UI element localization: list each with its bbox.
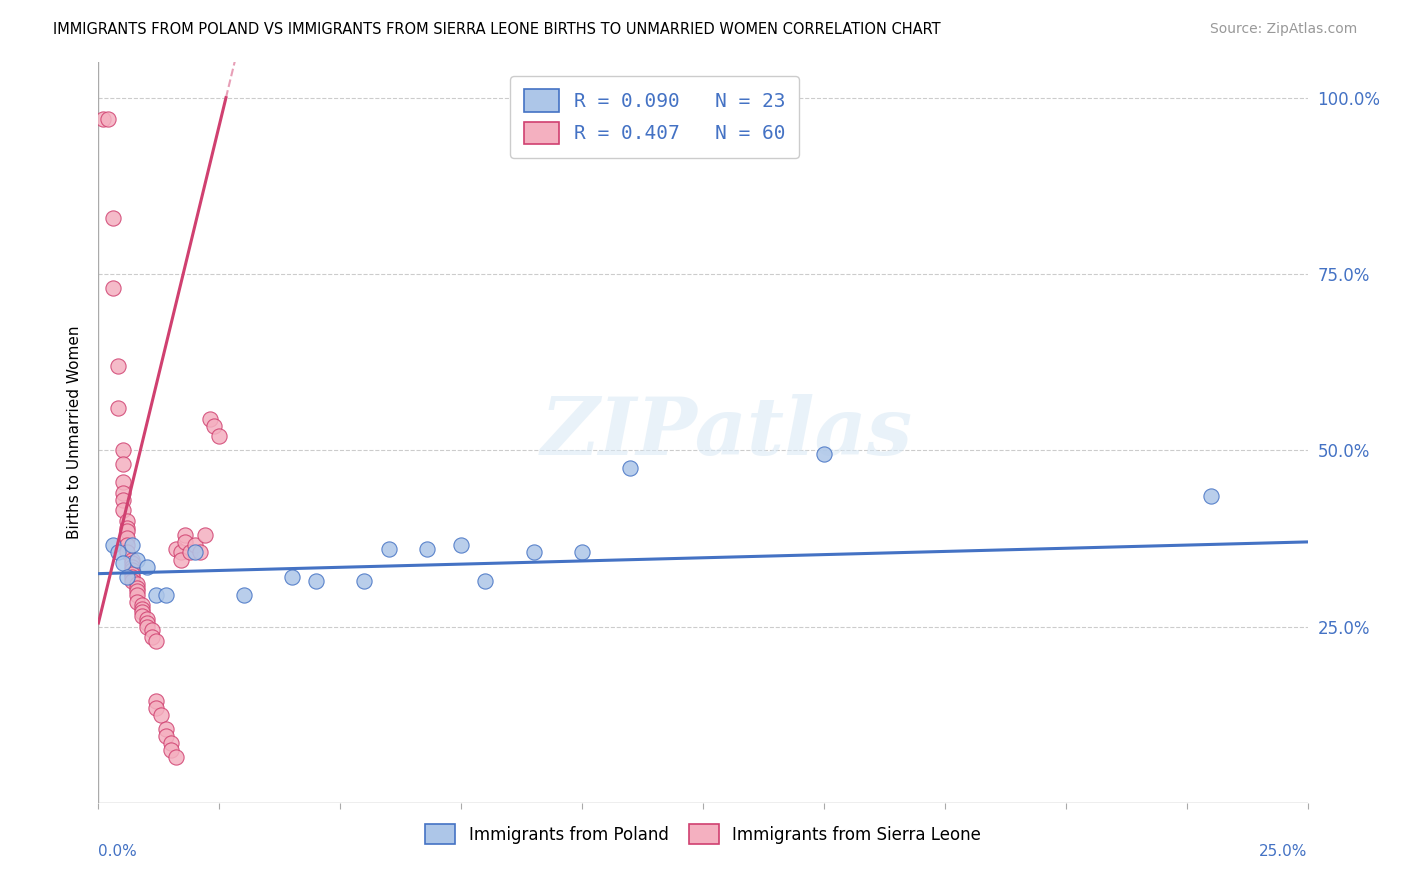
Point xyxy=(101,538,124,552)
Point xyxy=(131,609,153,624)
Point xyxy=(117,514,139,528)
Point xyxy=(121,570,143,584)
Point xyxy=(117,532,139,546)
Point xyxy=(121,563,143,577)
Point xyxy=(111,492,134,507)
Point xyxy=(155,729,177,743)
Point xyxy=(179,545,201,559)
Point xyxy=(111,556,134,570)
Point xyxy=(117,570,139,584)
Text: ZIPatlas: ZIPatlas xyxy=(541,394,914,471)
Point xyxy=(145,700,167,714)
Point xyxy=(208,429,231,443)
Point xyxy=(121,574,143,588)
Point xyxy=(523,545,546,559)
Point xyxy=(188,545,211,559)
Point xyxy=(194,528,217,542)
Point xyxy=(107,545,129,559)
Point xyxy=(111,458,134,472)
Point xyxy=(813,447,835,461)
Point xyxy=(111,485,134,500)
Point xyxy=(169,545,191,559)
Point xyxy=(127,595,149,609)
Point xyxy=(121,552,143,566)
Point xyxy=(117,538,139,552)
Point xyxy=(127,577,149,591)
Point xyxy=(127,552,149,566)
Point xyxy=(97,112,120,126)
Y-axis label: Births to Unmarried Women: Births to Unmarried Women xyxy=(67,326,83,540)
Point xyxy=(174,535,197,549)
Point xyxy=(155,722,177,736)
Point xyxy=(131,606,153,620)
Point xyxy=(101,211,124,225)
Point xyxy=(198,411,221,425)
Point xyxy=(155,588,177,602)
Point xyxy=(160,736,183,750)
Point xyxy=(160,743,183,757)
Point xyxy=(135,612,157,626)
Point xyxy=(111,475,134,489)
Point xyxy=(150,707,173,722)
Point xyxy=(353,574,375,588)
Point xyxy=(232,588,254,602)
Point xyxy=(101,281,124,295)
Legend: Immigrants from Poland, Immigrants from Sierra Leone: Immigrants from Poland, Immigrants from … xyxy=(415,814,991,854)
Point xyxy=(121,538,143,552)
Point xyxy=(184,538,207,552)
Point xyxy=(571,545,593,559)
Point xyxy=(474,574,496,588)
Point xyxy=(619,461,641,475)
Text: Source: ZipAtlas.com: Source: ZipAtlas.com xyxy=(1209,22,1357,37)
Point xyxy=(127,581,149,595)
Point xyxy=(204,418,226,433)
Point xyxy=(145,633,167,648)
Point xyxy=(135,559,157,574)
Point xyxy=(135,619,157,633)
Point xyxy=(184,545,207,559)
Point xyxy=(91,112,114,126)
Point xyxy=(121,559,143,574)
Text: 0.0%: 0.0% xyxy=(98,844,138,858)
Point xyxy=(169,552,191,566)
Point xyxy=(107,401,129,415)
Point xyxy=(127,588,149,602)
Point xyxy=(145,693,167,707)
Point xyxy=(141,630,163,644)
Point xyxy=(117,524,139,539)
Point xyxy=(107,359,129,373)
Point xyxy=(131,599,153,613)
Point xyxy=(145,588,167,602)
Point xyxy=(450,538,472,552)
Point xyxy=(111,443,134,458)
Text: 25.0%: 25.0% xyxy=(1260,844,1308,858)
Point xyxy=(121,566,143,581)
Point xyxy=(165,750,187,764)
Point xyxy=(281,570,304,584)
Point xyxy=(377,541,399,556)
Point xyxy=(117,545,139,559)
Point xyxy=(131,602,153,616)
Point xyxy=(174,528,197,542)
Point xyxy=(127,584,149,599)
Text: IMMIGRANTS FROM POLAND VS IMMIGRANTS FROM SIERRA LEONE BIRTHS TO UNMARRIED WOMEN: IMMIGRANTS FROM POLAND VS IMMIGRANTS FRO… xyxy=(53,22,941,37)
Point xyxy=(111,503,134,517)
Point xyxy=(165,541,187,556)
Point xyxy=(117,521,139,535)
Point xyxy=(135,615,157,630)
Point xyxy=(416,541,439,556)
Point xyxy=(121,556,143,570)
Point xyxy=(141,623,163,637)
Point xyxy=(305,574,328,588)
Point xyxy=(1199,489,1222,503)
